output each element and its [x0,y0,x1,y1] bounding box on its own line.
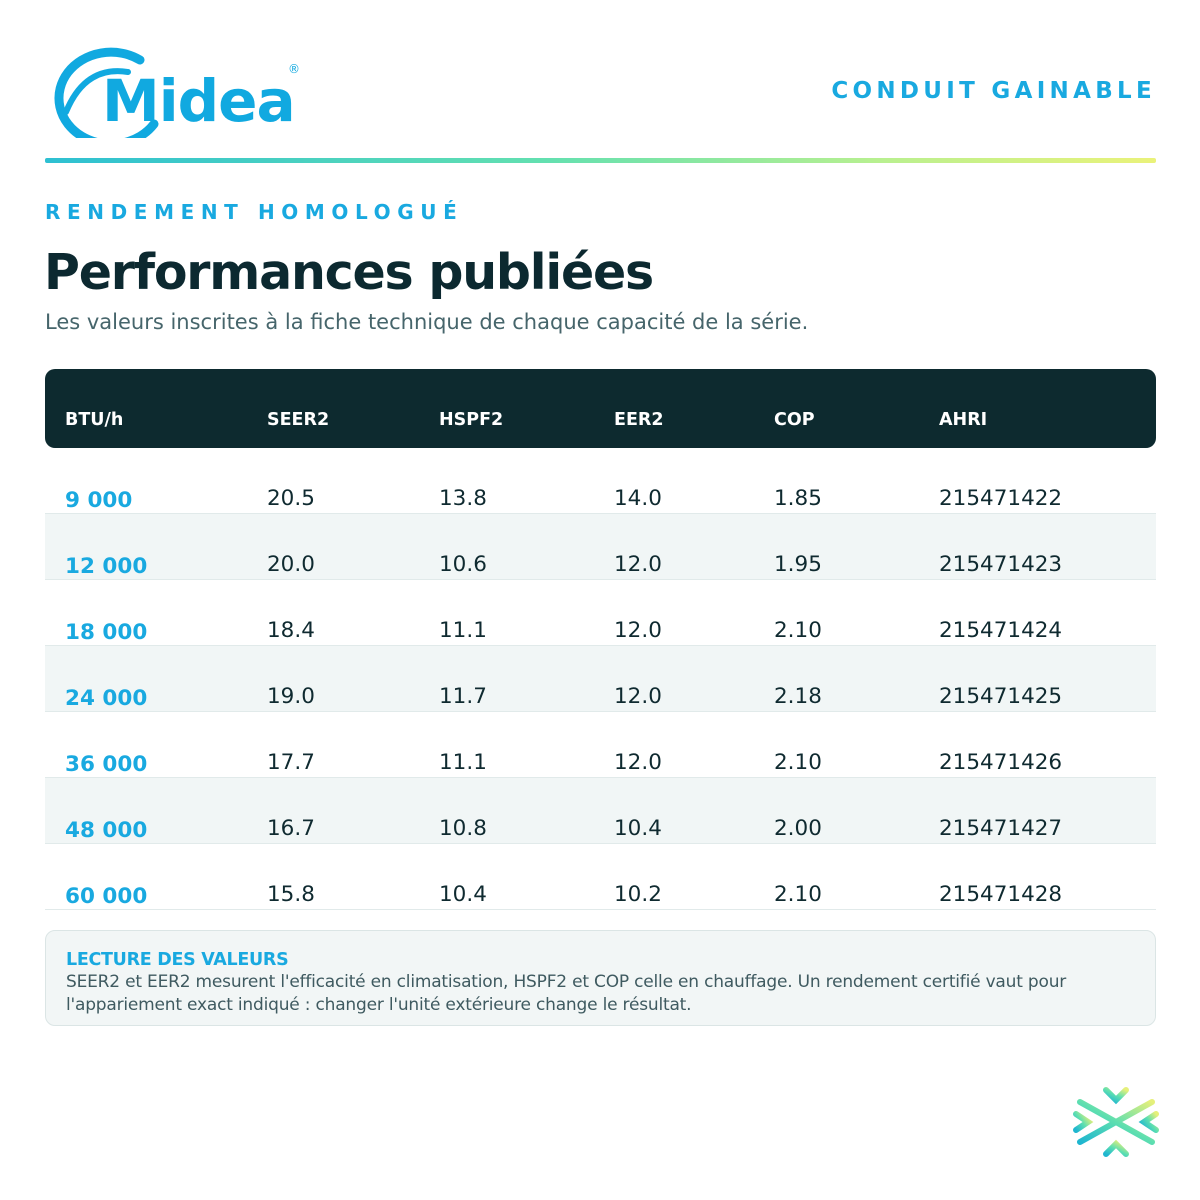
header-ahri: AHRI [939,410,988,430]
table-row: 12 000 20.0 10.6 12.0 1.95 215471423 [45,514,1156,580]
cell-seer2: 18.4 [267,618,315,643]
cell-eer2: 10.4 [614,816,662,841]
cell-cop: 2.18 [774,684,822,709]
cell-btu: 48 000 [65,818,148,843]
brand-name: Midea [102,67,296,135]
cell-ahri: 215471428 [939,882,1063,907]
table-header: BTU/h SEER2 HSPF2 EER2 COP AHRI [45,369,1156,448]
category-label: CONDUIT GAINABLE [831,78,1156,104]
cell-btu: 36 000 [65,752,148,777]
cell-btu: 60 000 [65,884,148,909]
cell-cop: 2.10 [774,750,822,775]
cell-cop: 1.95 [774,552,822,577]
table-row: 48 000 16.7 10.8 10.4 2.00 215471427 [45,778,1156,844]
cell-hspf2: 13.8 [439,486,487,511]
note-line-1: SEER2 et EER2 mesurent l'efficacité en c… [66,972,1067,992]
table-row: 60 000 15.8 10.4 10.2 2.10 215471428 [45,844,1156,910]
cell-btu: 9 000 [65,488,133,513]
cell-eer2: 10.2 [614,882,662,907]
gradient-divider [45,158,1156,163]
brand-logo: Midea ® [42,38,304,138]
cell-eer2: 12.0 [614,684,662,709]
header-seer2: SEER2 [267,410,330,430]
cell-btu: 12 000 [65,554,148,579]
page-title: Performances publiées [44,244,654,301]
cell-cop: 2.10 [774,618,822,643]
cell-ahri: 215471424 [939,618,1063,643]
table-row: 24 000 19.0 11.7 12.0 2.18 215471425 [45,646,1156,712]
cell-btu: 24 000 [65,686,148,711]
logo-swoosh-icon [54,47,159,138]
cell-seer2: 15.8 [267,882,315,907]
cell-ahri: 215471427 [939,816,1063,841]
cell-hspf2: 11.7 [439,684,487,709]
note-line-2: l'appariement exact indiqué : changer l'… [66,995,692,1015]
registered-mark: ® [288,62,300,76]
cell-btu: 18 000 [65,620,148,645]
cell-cop: 1.85 [774,486,822,511]
cell-ahri: 215471423 [939,552,1063,577]
cell-eer2: 14.0 [614,486,662,511]
cell-ahri: 215471422 [939,486,1063,511]
cell-hspf2: 10.6 [439,552,487,577]
cell-hspf2: 10.4 [439,882,487,907]
cell-cop: 2.00 [774,816,822,841]
cell-seer2: 16.7 [267,816,315,841]
note-title: LECTURE DES VALEURS [66,950,289,970]
cell-seer2: 20.0 [267,552,315,577]
header-hspf2: HSPF2 [439,410,504,430]
table-row: 36 000 17.7 11.1 12.0 2.10 215471426 [45,712,1156,778]
cell-seer2: 19.0 [267,684,315,709]
cell-eer2: 12.0 [614,618,662,643]
snowflake-sun-icon [1067,1081,1165,1163]
reading-note: LECTURE DES VALEURS SEER2 et EER2 mesure… [45,930,1156,1026]
cell-cop: 2.10 [774,882,822,907]
cell-seer2: 17.7 [267,750,315,775]
header-cop: COP [774,410,815,430]
header-eer2: EER2 [614,410,664,430]
cell-hspf2: 11.1 [439,750,487,775]
cell-ahri: 215471426 [939,750,1063,775]
page-subtitle: Les valeurs inscrites à la fiche techniq… [45,310,809,334]
cell-ahri: 215471425 [939,684,1063,709]
cell-hspf2: 11.1 [439,618,487,643]
cell-eer2: 12.0 [614,750,662,775]
section-eyebrow: RENDEMENT HOMOLOGUÉ [45,200,464,224]
table-row: 9 000 20.5 13.8 14.0 1.85 215471422 [45,448,1156,514]
cell-hspf2: 10.8 [439,816,487,841]
table-row: 18 000 18.4 11.1 12.0 2.10 215471424 [45,580,1156,646]
header-btu: BTU/h [65,410,124,430]
cell-seer2: 20.5 [267,486,315,511]
cell-eer2: 12.0 [614,552,662,577]
